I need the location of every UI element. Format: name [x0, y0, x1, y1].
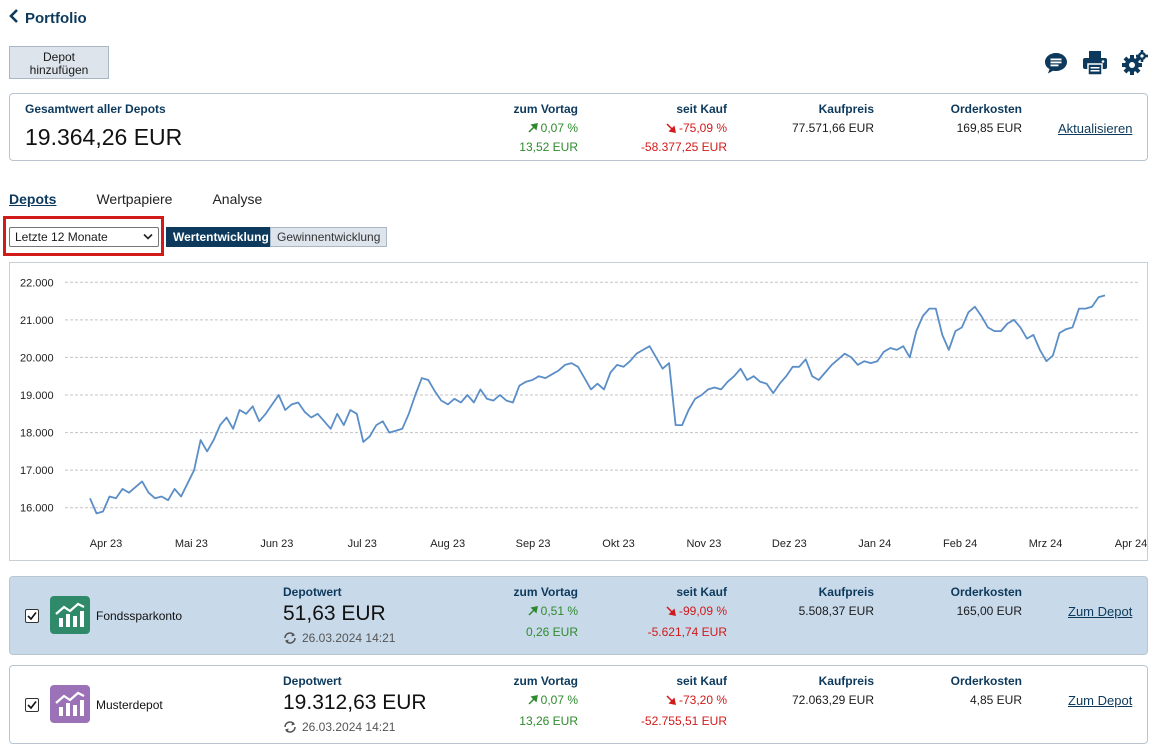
depot-row[interactable]: Musterdepot Depotwert 19.312,63 EUR 26.0…	[9, 665, 1148, 744]
depot-checkbox[interactable]	[25, 609, 39, 623]
arrow-down-icon	[666, 695, 676, 705]
prev-day-label: zum Vortag	[513, 674, 578, 688]
x-tick-label: Nov 23	[686, 538, 721, 550]
arrow-up-icon	[528, 123, 538, 133]
y-tick-label: 16.000	[20, 503, 54, 515]
page-title: Portfolio	[25, 10, 87, 27]
depot-value-label: Depotwert	[283, 585, 342, 599]
x-tick-label: Dez 23	[772, 538, 807, 550]
y-tick-label: 20.000	[20, 352, 54, 364]
y-tick-label: 18.000	[20, 428, 54, 440]
y-tick-label: 22.000	[20, 277, 54, 289]
since-buy-label: seit Kauf	[676, 585, 727, 599]
since-buy-pct: -99,09 %	[607, 604, 727, 618]
depot-value-label: Depotwert	[283, 674, 342, 688]
summary-title: Gesamtwert aller Depots	[25, 102, 166, 116]
refresh-icon	[284, 721, 296, 733]
tab-wertpapiere[interactable]: Wertpapiere	[96, 191, 173, 207]
depot-timestamp: 26.03.2024 14:21	[283, 631, 395, 645]
x-tick-label: Mrz 24	[1029, 538, 1063, 550]
prev-day-pct: 0,07 %	[458, 121, 578, 135]
since-buy-abs: -5.621,74 EUR	[647, 625, 727, 639]
x-tick-label: Jul 23	[348, 538, 377, 550]
x-tick-label: Jun 23	[260, 538, 293, 550]
portfolio-chart-icon	[50, 685, 90, 723]
depot-row[interactable]: Fondssparkonto Depotwert 51,63 EUR 26.03…	[9, 576, 1148, 655]
refresh-icon	[284, 632, 296, 644]
depot-checkbox[interactable]	[25, 698, 39, 712]
time-range-value: Letzte 12 Monate	[15, 230, 108, 244]
since-buy-label: seit Kauf	[676, 674, 727, 688]
open-depot-link[interactable]: Zum Depot	[1068, 604, 1133, 619]
purchase-price: 5.508,37 EUR	[798, 604, 874, 618]
cost-label: Orderkosten	[950, 102, 1022, 116]
purchase-price: 72.063,29 EUR	[791, 693, 874, 707]
prev-day-abs: 0,26 EUR	[525, 625, 578, 639]
add-depot-button[interactable]: Depot hinzufügen	[9, 46, 109, 79]
print-icon[interactable]	[1082, 50, 1108, 76]
price-label: Kaufpreis	[818, 674, 874, 688]
line-chart-svg: 16.000 17.000 18.000 19.000 20.000 21.000 22.0…	[20, 277, 1147, 550]
since-buy-pct: -75,09 %	[607, 121, 727, 135]
depot-value: 19.312,63 EUR	[283, 691, 427, 714]
depot-name: Fondssparkonto	[96, 609, 183, 623]
y-tick-label: 21.000	[20, 315, 54, 327]
tab-depots[interactable]: Depots	[9, 191, 57, 207]
time-range-select[interactable]: Letzte 12 Monate	[9, 227, 159, 247]
since-buy-label: seit Kauf	[676, 102, 727, 116]
order-cost: 4,85 EUR	[969, 693, 1022, 707]
arrow-down-icon	[666, 123, 676, 133]
order-cost: 169,85 EUR	[956, 121, 1022, 135]
open-depot-link[interactable]: Zum Depot	[1068, 693, 1133, 708]
value-chart: 16.000 17.000 18.000 19.000 20.000 21.000 22.0…	[9, 262, 1148, 561]
tab-analyse[interactable]: Analyse	[212, 191, 263, 207]
depot-value: 51,63 EUR	[283, 602, 386, 625]
price-label: Kaufpreis	[818, 585, 874, 599]
chevron-left-icon	[9, 9, 19, 28]
since-buy-pct: -73,20 %	[607, 693, 727, 707]
x-tick-label: Jan 24	[858, 538, 891, 550]
arrow-up-icon	[528, 606, 538, 616]
prev-day-abs: 13,52 EUR	[519, 140, 578, 154]
arrow-up-icon	[528, 695, 538, 705]
refresh-link[interactable]: Aktualisieren	[1058, 121, 1133, 136]
price-label: Kaufpreis	[818, 102, 874, 116]
fund-chart-icon	[50, 596, 90, 634]
highlight-box	[3, 216, 164, 256]
order-cost: 165,00 EUR	[956, 604, 1022, 618]
series-line	[89, 294, 1106, 515]
chevron-down-icon	[143, 233, 153, 240]
prev-day-pct: 0,07 %	[458, 693, 578, 707]
depot-timestamp: 26.03.2024 14:21	[283, 720, 395, 734]
back-to-portfolio[interactable]: Portfolio	[9, 9, 87, 28]
toggle-profit-development[interactable]: Gewinnentwicklung	[270, 227, 388, 247]
x-tick-label: Aug 23	[430, 538, 465, 550]
total-value: 19.364,26 EUR	[25, 124, 183, 150]
x-tick-label: Mai 23	[175, 538, 208, 550]
x-tick-label: Sep 23	[516, 538, 551, 550]
prev-day-abs: 13,26 EUR	[519, 714, 578, 728]
x-tick-label: Okt 23	[602, 538, 634, 550]
x-tick-label: Apr 24	[1115, 538, 1147, 550]
depot-name: Musterdepot	[96, 698, 163, 712]
cost-label: Orderkosten	[950, 674, 1022, 688]
main-tabs: Depots Wertpapiere Analyse	[9, 191, 262, 207]
arrow-down-icon	[666, 606, 676, 616]
settings-gear-icon[interactable]	[1122, 50, 1148, 76]
comment-icon[interactable]	[1044, 51, 1068, 75]
cost-label: Orderkosten	[950, 585, 1022, 599]
y-tick-label: 17.000	[20, 465, 54, 477]
y-tick-label: 19.000	[20, 390, 54, 402]
prev-day-label: zum Vortag	[513, 102, 578, 116]
portfolio-summary: Gesamtwert aller Depots 19.364,26 EUR zu…	[9, 93, 1148, 161]
prev-day-pct: 0,51 %	[458, 604, 578, 618]
purchase-price: 77.571,66 EUR	[791, 121, 874, 135]
since-buy-abs: -58.377,25 EUR	[640, 140, 727, 154]
x-tick-label: Feb 24	[943, 538, 977, 550]
prev-day-label: zum Vortag	[513, 585, 578, 599]
toolbar	[1044, 50, 1148, 76]
x-tick-label: Apr 23	[90, 538, 122, 550]
toggle-value-development[interactable]: Wertentwicklung	[166, 227, 276, 247]
since-buy-abs: -52.755,51 EUR	[640, 714, 727, 728]
